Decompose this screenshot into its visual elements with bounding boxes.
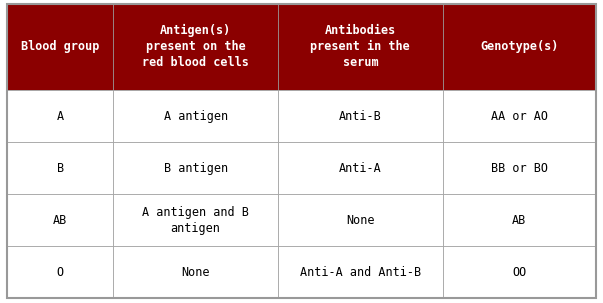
Bar [7,194,113,246]
Text: Anti-B: Anti-B [339,110,382,122]
Text: B antigen: B antigen [163,162,227,175]
Bar [278,90,443,142]
Bar [113,194,278,246]
Text: OO: OO [512,266,526,279]
Bar [113,4,278,90]
Text: Antigen(s)
present on the
red blood cells: Antigen(s) present on the red blood cell… [142,24,249,69]
Text: Genotype(s): Genotype(s) [480,40,558,53]
Bar [278,4,443,90]
Bar [278,194,443,246]
Bar [7,246,113,298]
Text: A antigen: A antigen [163,110,227,122]
Bar [278,142,443,194]
Text: A: A [57,110,64,122]
Bar [7,142,113,194]
Bar [113,142,278,194]
Text: Blood group: Blood group [21,40,99,53]
Text: Anti-A: Anti-A [339,162,382,175]
Text: AB: AB [53,214,68,227]
Bar [443,4,596,90]
Bar [113,90,278,142]
Bar [443,90,596,142]
Text: None: None [182,266,210,279]
Bar [113,246,278,298]
Text: AA or AO: AA or AO [491,110,548,122]
Bar [278,246,443,298]
Text: O: O [57,266,64,279]
Text: BB or BO: BB or BO [491,162,548,175]
Text: B: B [57,162,64,175]
Text: A antigen and B
antigen: A antigen and B antigen [142,206,249,235]
Text: None: None [346,214,374,227]
Text: AB: AB [512,214,526,227]
Text: Anti-A and Anti-B: Anti-A and Anti-B [300,266,421,279]
Bar [443,194,596,246]
Bar [443,142,596,194]
Bar [7,90,113,142]
Bar [443,246,596,298]
Text: Antibodies
present in the
serum: Antibodies present in the serum [311,24,410,69]
Bar [7,4,113,90]
